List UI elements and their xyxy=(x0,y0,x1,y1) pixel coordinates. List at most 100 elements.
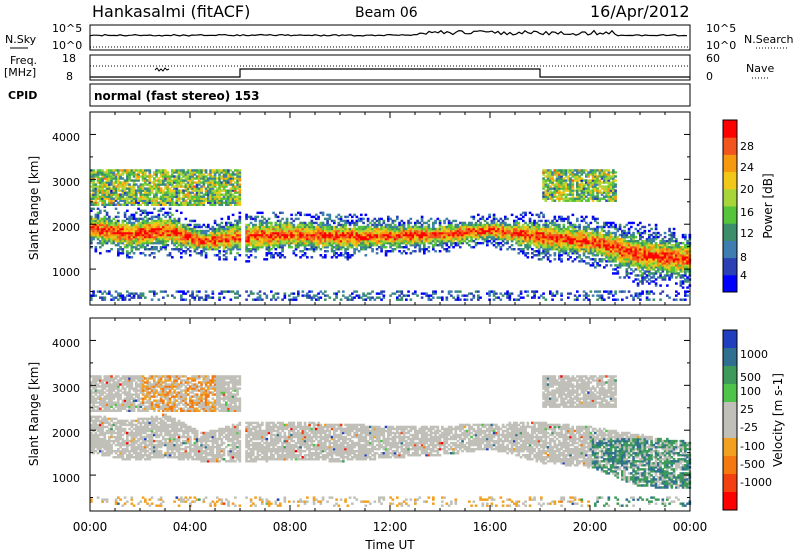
power-cell xyxy=(99,199,102,202)
power-cell xyxy=(504,215,507,219)
power-cell xyxy=(481,223,485,227)
power-cell xyxy=(92,203,95,206)
power-cell xyxy=(218,225,221,229)
power-cell xyxy=(110,173,113,176)
power-cell xyxy=(427,219,431,223)
power-cell xyxy=(549,181,552,184)
power-cell xyxy=(209,227,212,231)
power-cell xyxy=(432,239,435,243)
power-cell xyxy=(119,183,122,186)
power-cell xyxy=(114,181,118,184)
power-cell xyxy=(351,292,354,295)
power-cell xyxy=(132,245,136,249)
power-cell xyxy=(517,217,521,221)
power-cell xyxy=(454,290,458,293)
power-cell xyxy=(499,245,503,249)
power-cell xyxy=(396,215,399,219)
power-cell xyxy=(447,292,451,295)
power-cell xyxy=(585,199,588,202)
power-cell xyxy=(177,241,181,245)
power-cell xyxy=(576,243,579,247)
power-cell xyxy=(150,225,154,229)
power-cell xyxy=(166,185,170,188)
power-cell xyxy=(279,227,282,231)
power-cell xyxy=(333,250,336,253)
power-cell xyxy=(200,173,203,176)
power-cell xyxy=(582,231,586,235)
power-cell xyxy=(200,239,203,243)
power-cell xyxy=(281,298,284,301)
power-cell xyxy=(405,235,408,239)
power-cell xyxy=(110,203,113,206)
power-cell xyxy=(569,191,572,194)
power-cell xyxy=(308,294,311,297)
power-cell xyxy=(551,187,554,190)
power-cell xyxy=(454,233,458,237)
power-cell xyxy=(267,243,271,247)
power-cell xyxy=(441,290,444,293)
power-cell xyxy=(186,237,190,241)
power-cell xyxy=(587,191,590,194)
power-cell xyxy=(434,237,437,241)
power-cell xyxy=(186,183,190,186)
power-cell xyxy=(470,237,473,241)
power-cell xyxy=(515,221,518,225)
power-cell xyxy=(94,213,98,217)
power-cell xyxy=(393,239,397,243)
power-cell xyxy=(166,254,170,257)
power-cell xyxy=(515,227,518,231)
power-cell xyxy=(522,250,525,253)
power-cell xyxy=(173,179,176,182)
power-cell xyxy=(238,239,242,243)
power-cell xyxy=(294,296,298,299)
power-cell xyxy=(432,221,435,225)
power-cell xyxy=(360,217,363,221)
power-cell xyxy=(186,290,190,293)
power-cell xyxy=(564,181,568,184)
power-cell xyxy=(576,250,579,253)
power-cell xyxy=(236,229,239,233)
power-cell xyxy=(515,241,518,245)
power-cell xyxy=(567,235,570,239)
power-cell xyxy=(209,169,212,172)
power-cell xyxy=(216,229,219,233)
power-cell xyxy=(211,290,215,293)
power-cell xyxy=(180,247,183,251)
power-cell xyxy=(175,239,179,243)
power-cell xyxy=(504,223,507,227)
freq-label-1: Freq. xyxy=(10,54,37,67)
nave-trace xyxy=(90,68,690,78)
power-cell xyxy=(213,201,217,204)
power-cell xyxy=(425,239,428,243)
power-cell xyxy=(522,296,525,299)
power-cell xyxy=(573,250,577,253)
power-cell xyxy=(173,296,176,299)
power-cell xyxy=(384,254,388,257)
power-cell xyxy=(564,229,568,233)
power-cell xyxy=(319,237,323,241)
power-cell xyxy=(238,173,242,176)
power-cell xyxy=(555,247,559,251)
power-cell xyxy=(380,245,383,249)
power-cell xyxy=(499,298,503,301)
power-cell xyxy=(258,225,262,229)
power-cell xyxy=(589,183,593,186)
power-cell xyxy=(186,227,190,231)
power-cell xyxy=(144,254,147,257)
power-cell xyxy=(369,237,372,241)
power-cell xyxy=(301,290,305,293)
power-cell xyxy=(540,245,543,249)
power-cell xyxy=(258,243,262,247)
power-cell xyxy=(96,290,100,293)
power-cell xyxy=(528,243,532,247)
power-cell xyxy=(281,217,284,221)
power-cell xyxy=(339,229,343,233)
power-cell xyxy=(540,241,543,245)
power-cell xyxy=(578,229,581,233)
power-cell xyxy=(576,187,579,190)
power-cell xyxy=(182,229,185,233)
power-cell xyxy=(101,227,104,231)
power-cell xyxy=(236,171,239,174)
power-cell xyxy=(585,221,588,225)
power-cell xyxy=(144,181,147,184)
